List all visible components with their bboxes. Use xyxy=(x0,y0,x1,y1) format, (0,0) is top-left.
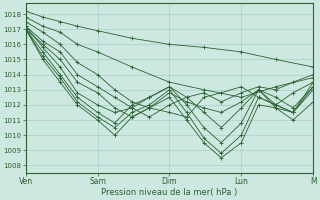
X-axis label: Pression niveau de la mer( hPa ): Pression niveau de la mer( hPa ) xyxy=(101,188,237,197)
